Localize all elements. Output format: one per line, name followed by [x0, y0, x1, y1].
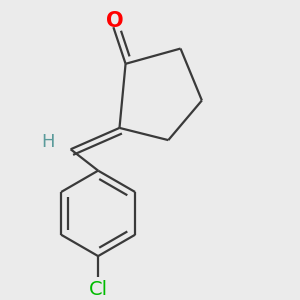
Text: O: O: [106, 11, 124, 31]
Text: Cl: Cl: [88, 280, 108, 299]
Text: H: H: [41, 133, 55, 151]
